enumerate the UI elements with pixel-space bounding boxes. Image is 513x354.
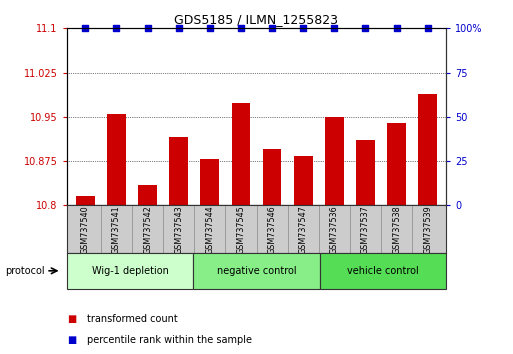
- Point: [424, 25, 432, 31]
- Title: GDS5185 / ILMN_1255823: GDS5185 / ILMN_1255823: [174, 13, 339, 26]
- Bar: [76, 196, 95, 205]
- Text: Wig-1 depletion: Wig-1 depletion: [91, 266, 168, 276]
- Text: protocol: protocol: [5, 266, 45, 276]
- Point: [112, 25, 121, 31]
- Point: [144, 25, 152, 31]
- Bar: [231, 103, 250, 205]
- Bar: [356, 141, 374, 205]
- Point: [174, 25, 183, 31]
- Text: vehicle control: vehicle control: [347, 266, 419, 276]
- Text: GSM737547: GSM737547: [299, 205, 308, 253]
- Text: negative control: negative control: [216, 266, 297, 276]
- Bar: [294, 156, 312, 205]
- Text: GSM737546: GSM737546: [268, 205, 277, 253]
- Bar: [418, 95, 437, 205]
- Text: GSM737538: GSM737538: [392, 205, 401, 253]
- Text: ■: ■: [67, 335, 76, 345]
- Bar: [107, 114, 126, 205]
- Text: GSM737545: GSM737545: [236, 205, 245, 253]
- Point: [330, 25, 339, 31]
- Text: GSM737539: GSM737539: [423, 205, 432, 253]
- Text: GSM737540: GSM737540: [81, 205, 90, 253]
- Bar: [325, 117, 344, 205]
- Text: GSM737543: GSM737543: [174, 205, 183, 253]
- Point: [268, 25, 276, 31]
- Bar: [169, 137, 188, 205]
- Text: ■: ■: [67, 314, 76, 324]
- Point: [206, 25, 214, 31]
- Text: GSM737537: GSM737537: [361, 205, 370, 253]
- Bar: [263, 149, 282, 205]
- Point: [237, 25, 245, 31]
- Point: [81, 25, 89, 31]
- Point: [299, 25, 307, 31]
- Text: transformed count: transformed count: [87, 314, 178, 324]
- Text: GSM737541: GSM737541: [112, 205, 121, 253]
- Text: percentile rank within the sample: percentile rank within the sample: [87, 335, 252, 345]
- Text: GSM737542: GSM737542: [143, 205, 152, 253]
- Bar: [387, 123, 406, 205]
- Point: [392, 25, 401, 31]
- Text: GSM737544: GSM737544: [205, 205, 214, 253]
- Text: GSM737536: GSM737536: [330, 205, 339, 253]
- Bar: [139, 185, 157, 205]
- Point: [361, 25, 369, 31]
- Bar: [201, 159, 219, 205]
